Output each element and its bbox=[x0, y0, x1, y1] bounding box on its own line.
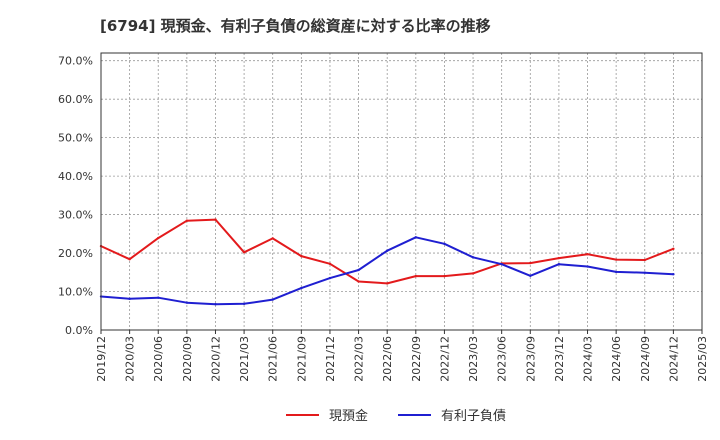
y-tick-label: 70.0% bbox=[58, 55, 93, 68]
data-point bbox=[586, 253, 589, 256]
data-point bbox=[157, 236, 160, 240]
y-axis-ticks: 0.0% 10.0% 20.0% 30.0% 40.0% 50.0% 60.0% 70.0% bbox=[58, 55, 93, 337]
data-point bbox=[242, 302, 246, 306]
data-point bbox=[643, 271, 646, 274]
data-point bbox=[357, 280, 360, 283]
data-point bbox=[471, 256, 475, 259]
x-tick-label: 2024/03 bbox=[582, 336, 595, 382]
x-tick-label: 2022/09 bbox=[410, 336, 423, 382]
data-point bbox=[328, 262, 332, 266]
x-tick-label: 2019/12 bbox=[95, 336, 108, 382]
x-tick-label: 2020/03 bbox=[124, 336, 137, 382]
data-point bbox=[214, 218, 217, 221]
data-point bbox=[443, 242, 446, 246]
data-point bbox=[185, 301, 189, 304]
data-point bbox=[214, 303, 217, 306]
data-point bbox=[529, 274, 532, 277]
data-point bbox=[500, 263, 503, 266]
data-point bbox=[414, 274, 418, 278]
y-tick-label: 0.0% bbox=[65, 324, 93, 337]
x-tick-label: 2022/06 bbox=[381, 336, 394, 382]
y-tick-label: 20.0% bbox=[58, 247, 93, 260]
x-tick-label: 2020/12 bbox=[209, 336, 222, 382]
x-tick-label: 2023/06 bbox=[496, 336, 509, 382]
chart-title: [6794] 現預金、有利子負債の総資産に対する比率の推移 bbox=[100, 17, 491, 35]
data-point bbox=[385, 282, 389, 285]
data-point bbox=[557, 263, 561, 266]
x-tick-label: 2021/03 bbox=[238, 336, 251, 382]
y-tick-label: 40.0% bbox=[58, 170, 93, 183]
data-point bbox=[300, 254, 303, 258]
legend-label: 有利子負債 bbox=[441, 409, 506, 424]
y-tick-label: 60.0% bbox=[58, 93, 93, 106]
x-tick-label: 2025/03 bbox=[696, 336, 709, 382]
data-point bbox=[414, 236, 418, 239]
data-point bbox=[529, 261, 532, 265]
data-point bbox=[271, 298, 274, 301]
x-tick-label: 2021/09 bbox=[295, 336, 308, 382]
legend-label: 現預金 bbox=[329, 408, 368, 424]
x-tick-label: 2024/12 bbox=[667, 336, 680, 382]
plot-area bbox=[100, 52, 703, 331]
data-point bbox=[614, 258, 618, 261]
x-tick-label: 2022/03 bbox=[353, 336, 366, 382]
x-tick-label: 2022/12 bbox=[438, 336, 451, 382]
data-point bbox=[271, 237, 274, 240]
data-point bbox=[672, 247, 675, 251]
data-point bbox=[357, 268, 360, 272]
gridlines bbox=[101, 53, 702, 330]
data-point bbox=[128, 297, 131, 301]
x-tick-label: 2020/09 bbox=[181, 336, 194, 382]
data-point bbox=[385, 249, 389, 252]
data-point bbox=[557, 256, 561, 260]
data-point bbox=[128, 258, 131, 261]
data-point bbox=[328, 276, 332, 280]
data-point bbox=[157, 296, 160, 299]
x-tick-label: 2023/03 bbox=[467, 336, 480, 382]
data-point bbox=[185, 219, 189, 222]
data-point bbox=[643, 258, 646, 262]
data-point bbox=[300, 286, 303, 290]
data-point bbox=[242, 251, 246, 254]
data-point bbox=[672, 273, 675, 276]
x-tick-label: 2023/12 bbox=[553, 336, 566, 382]
data-point bbox=[443, 274, 446, 278]
x-tick-label: 2020/06 bbox=[152, 336, 165, 382]
data-point bbox=[614, 270, 618, 274]
y-tick-label: 10.0% bbox=[58, 286, 93, 299]
legend: 現預金 有利子負債 bbox=[286, 408, 506, 424]
x-tick-label: 2024/09 bbox=[639, 336, 652, 382]
data-point bbox=[586, 265, 589, 268]
series bbox=[99, 218, 675, 306]
x-axis-ticks: 2019/12 2020/03 2020/06 2020/09 2020/12 2021/… bbox=[95, 330, 709, 382]
x-tick-label: 2024/06 bbox=[610, 336, 623, 382]
x-tick-label: 2021/12 bbox=[324, 336, 337, 382]
x-tick-label: 2023/09 bbox=[524, 336, 537, 382]
y-tick-label: 30.0% bbox=[58, 209, 93, 222]
y-tick-label: 50.0% bbox=[58, 132, 93, 145]
x-tick-label: 2021/06 bbox=[267, 336, 280, 382]
data-point bbox=[471, 272, 475, 275]
